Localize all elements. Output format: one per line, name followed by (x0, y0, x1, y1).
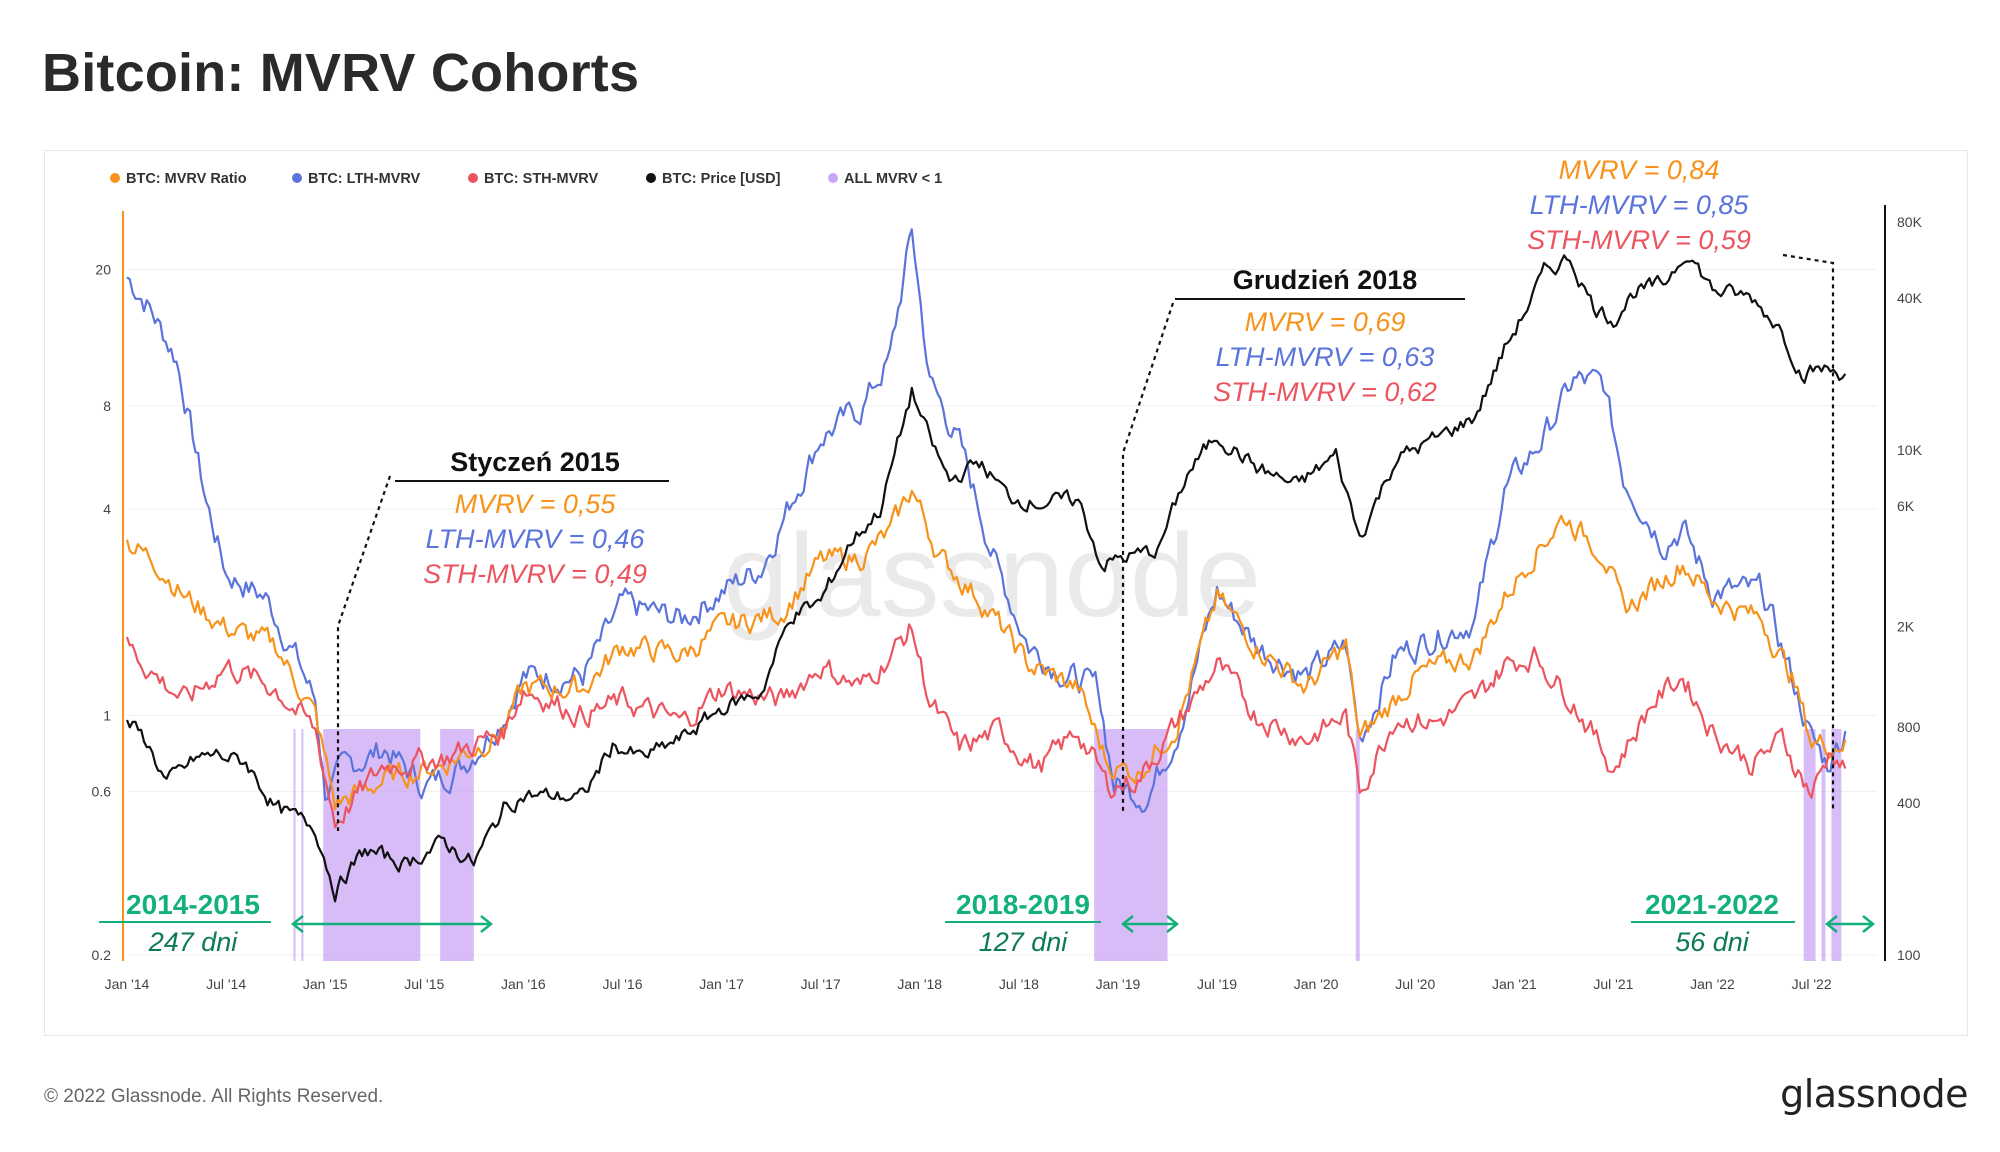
copyright-footer: © 2022 Glassnode. All Rights Reserved. (44, 1086, 384, 1107)
x-axis: Jan '14 Jul '14 Jan '15 Jul '15 Jan '16 Jul '… (105, 976, 1832, 992)
annotation-1: Styczeń 2015 MVRV = 0,55 LTH-MVRV = 0,46 ST… (395, 447, 669, 589)
annotation-2: Grudzień 2018 MVRV = 0,69 LTH-MVRV = 0,63 S… (1175, 265, 1465, 407)
right-tick-label: 800 (1897, 719, 1921, 735)
period-days: 56 dni (1675, 927, 1750, 957)
left-tick-label: 20 (95, 261, 111, 277)
series-line-sth (125, 623, 1847, 829)
legend-marker-lth (292, 173, 302, 183)
annotation-lth: LTH-MVRV = 0,85 (1530, 190, 1750, 220)
x-tick-label: Jul '19 (1197, 976, 1237, 992)
annotation-leaders (336, 253, 1835, 831)
annotation-sth: STH-MVRV = 0,49 (423, 559, 647, 589)
x-tick-label: Jul '22 (1792, 976, 1832, 992)
mvrv-below-1-shade (1355, 729, 1360, 961)
x-tick-label: Jan '18 (897, 976, 942, 992)
left-tick-label: 0.2 (92, 947, 112, 963)
annotation-mvrv: MVRV = 0,55 (455, 489, 617, 519)
right-tick-label: 6K (1897, 498, 1915, 514)
period-days: 247 dni (148, 927, 239, 957)
watermark: glassnode (723, 510, 1261, 642)
annotation-mvrv: MVRV = 0,84 (1559, 155, 1720, 185)
legend-label-sth: BTC: STH-MVRV (484, 171, 598, 187)
x-tick-label: Jul '21 (1593, 976, 1633, 992)
x-tick-label: Jul '14 (206, 976, 246, 992)
x-tick-label: Jan '14 (105, 976, 150, 992)
period-arrow-head-left (1824, 915, 1838, 933)
legend-marker-mvrv (110, 173, 120, 183)
x-tick-label: Jan '21 (1492, 976, 1537, 992)
mvrv-below-1-shade (293, 729, 296, 961)
x-tick-label: Jan '19 (1096, 976, 1141, 992)
period-arrow-head-right (1166, 915, 1180, 933)
mvrv-below-1-shade (301, 729, 304, 961)
series-line-price (125, 254, 1847, 903)
legend-label-shade: ALL MVRV < 1 (844, 171, 942, 187)
annotation-sth: STH-MVRV = 0,62 (1213, 377, 1437, 407)
legend-label-price: BTC: Price [USD] (662, 171, 781, 187)
legend-marker-shade (828, 173, 838, 183)
x-tick-label: Jul '16 (602, 976, 642, 992)
annotation-lth: LTH-MVRV = 0,46 (426, 524, 646, 554)
legend-marker-sth (468, 173, 478, 183)
right-tick-label: 2K (1897, 618, 1915, 634)
x-tick-label: Jul '18 (999, 976, 1039, 992)
period-arrow-head-left (1120, 915, 1134, 933)
annotation-lth: LTH-MVRV = 0,63 (1216, 342, 1435, 372)
legend-label-lth: BTC: LTH-MVRV (308, 171, 421, 187)
right-tick-label: 80K (1897, 214, 1923, 230)
legend-label-mvrv: BTC: MVRV Ratio (126, 171, 247, 187)
right-axis: 100 400 800 2K 6K 10K 40K 80K (1897, 214, 1923, 963)
period-arrow-head-right (1862, 915, 1876, 933)
right-tick-label: 400 (1897, 795, 1921, 811)
period-years: 2014-2015 (126, 889, 260, 920)
mvrv-below-1-shade (1094, 729, 1168, 961)
x-tick-label: Jan '20 (1294, 976, 1339, 992)
mvrv-below-1-shade (1831, 729, 1842, 961)
left-tick-label: 1 (103, 707, 111, 723)
right-tick-label: 40K (1897, 290, 1923, 306)
annotation-mvrv: MVRV = 0,69 (1245, 307, 1406, 337)
legend-marker-price (646, 173, 656, 183)
right-tick-label: 100 (1897, 947, 1921, 963)
period-years: 2018-2019 (956, 889, 1090, 920)
page-title: Bitcoin: MVRV Cohorts (42, 43, 640, 103)
left-tick-label: 4 (103, 501, 111, 517)
x-tick-label: Jan '16 (501, 976, 546, 992)
period-label-1: 2014-2015 247 dni (99, 889, 494, 957)
annotation-sth: STH-MVRV = 0,59 (1527, 225, 1751, 255)
period-years: 2021-2022 (1645, 889, 1779, 920)
left-tick-label: 0.6 (92, 783, 112, 799)
annotation-title: Styczeń 2015 (450, 447, 620, 477)
period-arrow-head-right (480, 915, 494, 933)
glassnode-logo[interactable]: glassnode (1780, 1072, 1968, 1116)
left-tick-label: 8 (103, 398, 111, 414)
left-axis: 0.2 0.6 1 4 8 20 (92, 261, 112, 963)
annotation-title: Grudzień 2018 (1233, 265, 1418, 295)
mvrv-below-1-shade (1821, 729, 1826, 961)
x-tick-label: Jan '15 (303, 976, 348, 992)
legend: BTC: MVRV Ratio BTC: LTH-MVRV BTC: STH-MVR… (110, 171, 942, 187)
period-arrow-head-left (290, 915, 304, 933)
x-tick-label: Jul '15 (404, 976, 444, 992)
period-label-3: 2021-2022 56 dni (1631, 889, 1876, 957)
right-tick-label: 10K (1897, 442, 1923, 458)
mvrv-below-1-shade (1803, 729, 1816, 961)
x-tick-label: Jul '17 (801, 976, 841, 992)
dashed-leader (1782, 253, 1835, 811)
series-line-mvrv (125, 489, 1847, 811)
shaded-periods (293, 729, 1842, 961)
chart-frame: glassnode Jan '14 Jul '14 Jan '15 Jul '15 Jan… (44, 150, 1968, 1036)
x-tick-label: Jul '20 (1395, 976, 1435, 992)
x-tick-label: Jan '17 (699, 976, 744, 992)
period-label-2: 2018-2019 127 dni (945, 889, 1180, 957)
x-tick-label: Jan '22 (1690, 976, 1735, 992)
period-days: 127 dni (979, 927, 1069, 957)
